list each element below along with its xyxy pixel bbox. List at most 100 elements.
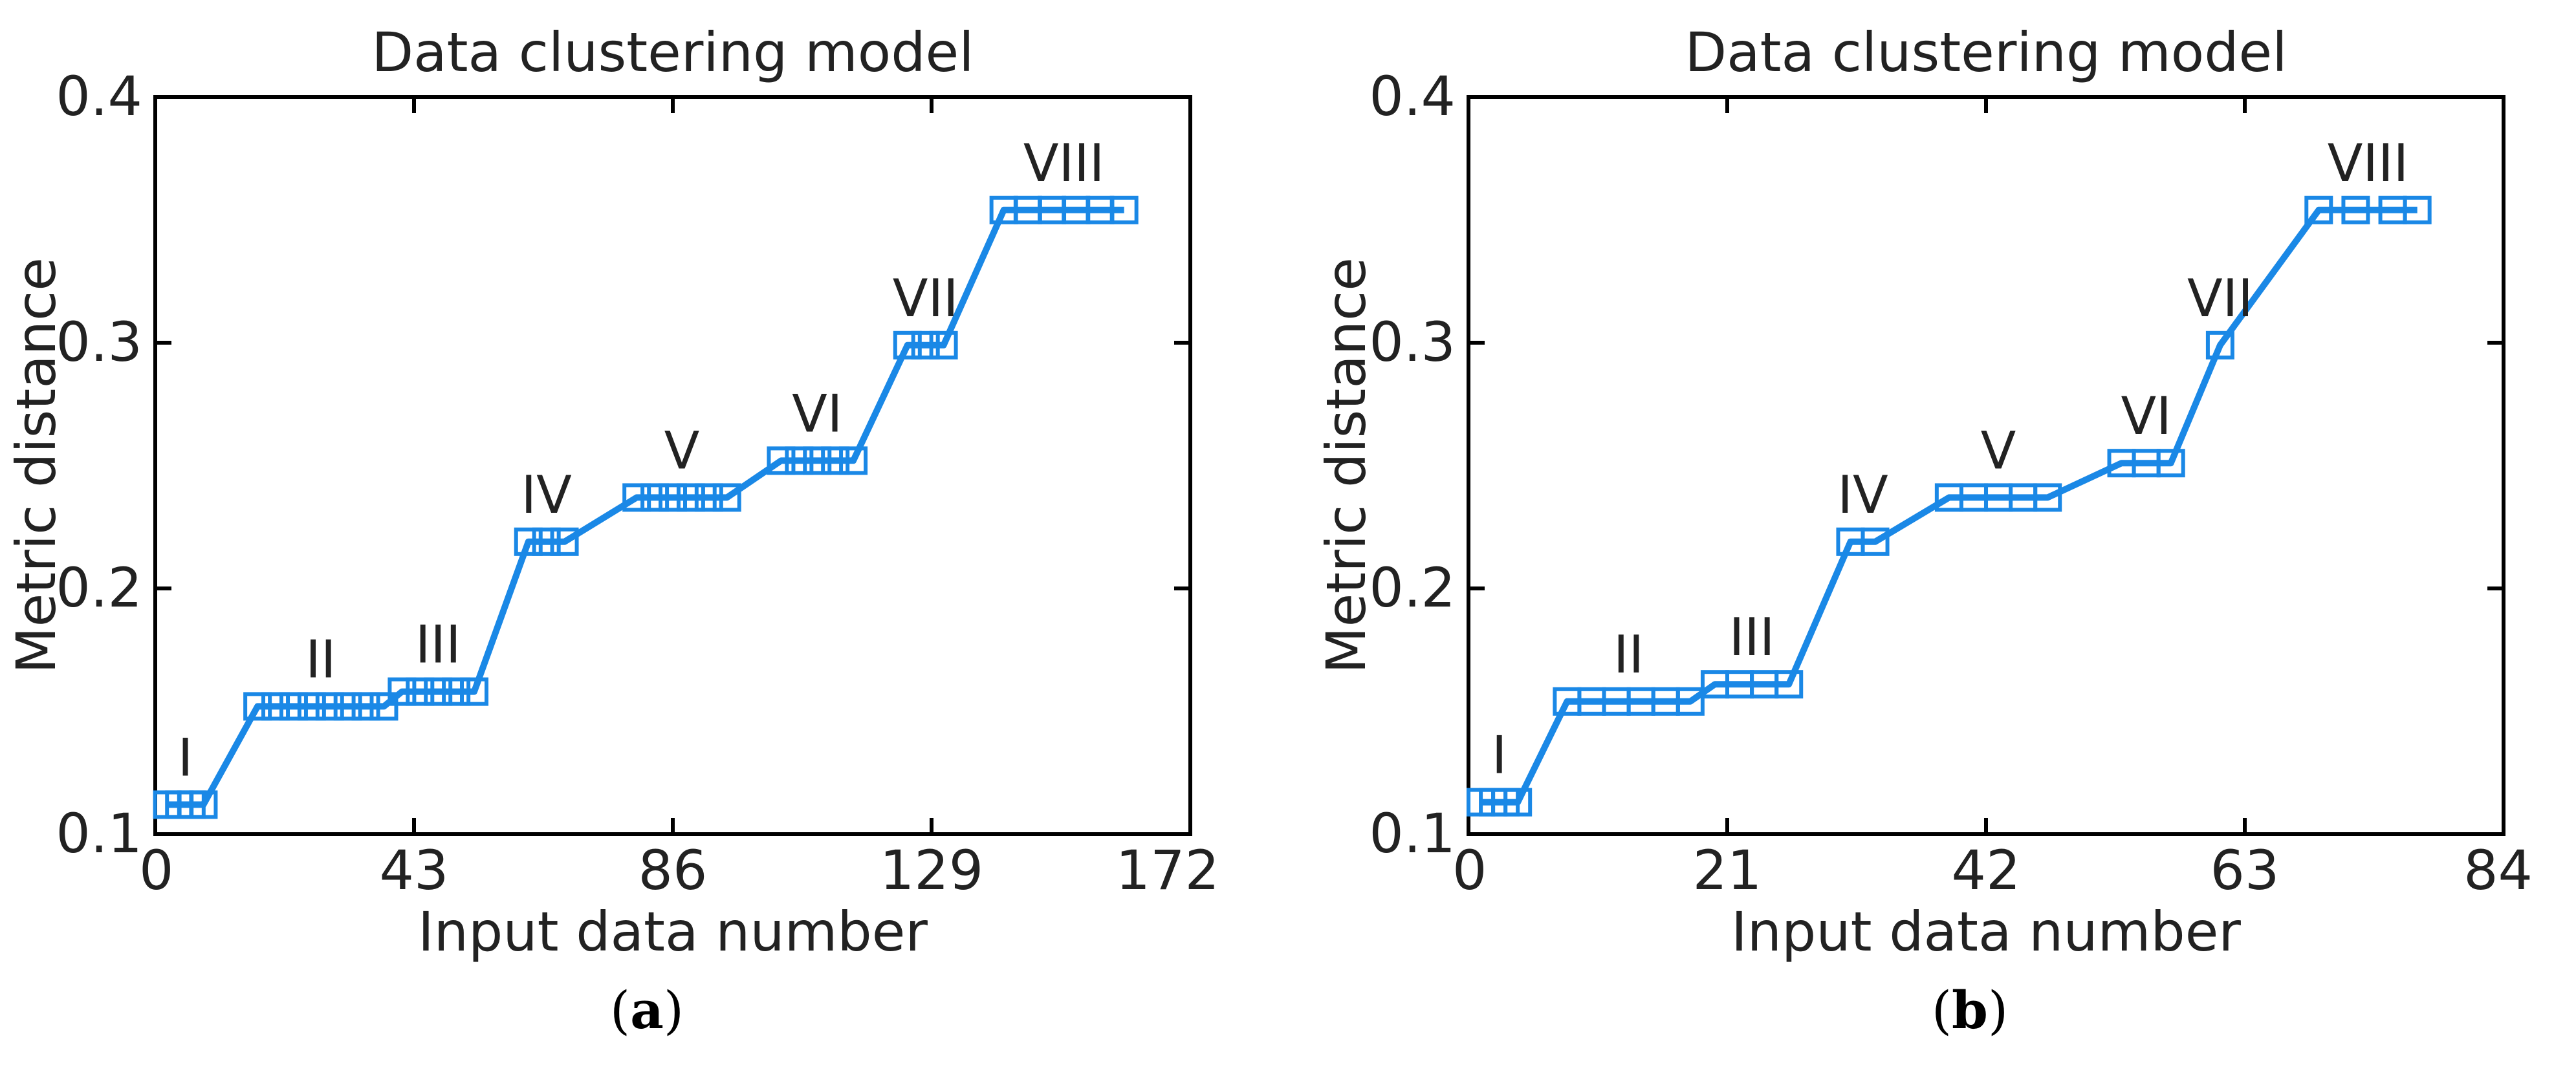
data-point-marker [2341, 195, 2370, 224]
chart-title: Data clustering model [371, 21, 974, 84]
data-point-marker [2033, 483, 2062, 512]
data-point-marker [351, 692, 380, 721]
chart-b: Data clustering model 0 21 42 63 84 0.1 0.2 0.3… [1315, 21, 2533, 963]
data-markers [153, 195, 1139, 819]
cluster-label: IV [1837, 465, 1888, 525]
data-point-marker [622, 483, 651, 512]
cluster-label: V [664, 420, 700, 480]
data-point-marker [767, 446, 796, 475]
x-tick-label: 0 [1452, 839, 1487, 902]
data-point-marker [1861, 527, 1890, 556]
data-point-marker [261, 692, 290, 721]
y-tick-label: 0.1 [56, 802, 142, 865]
cluster-label: III [415, 615, 461, 675]
cluster-label: V [1981, 420, 2016, 480]
x-tick-label: 172 [1116, 839, 1219, 902]
y-tick-label: 0.4 [56, 65, 142, 128]
y-tick-label: 0.2 [56, 556, 142, 619]
y-axis-label: Metric distance [5, 257, 68, 674]
data-point-marker [532, 527, 561, 556]
data-point-marker [694, 483, 723, 512]
data-point-marker [803, 446, 832, 475]
tick-labels: 0 43 86 129 172 0.1 0.2 0.3 0.4 [56, 65, 1219, 902]
data-point-marker [640, 483, 670, 512]
x-tick-label: 0 [139, 839, 173, 902]
data-point-marker [676, 483, 705, 512]
data-point-marker [442, 677, 471, 706]
x-tick-label: 43 [380, 839, 449, 902]
panel-letter-b: b [1952, 980, 1988, 1040]
data-markers [1467, 195, 2432, 817]
x-tick-label: 63 [2210, 839, 2280, 902]
data-point-marker [1675, 687, 1705, 716]
data-point-marker [1109, 195, 1139, 224]
cluster-label: III [1729, 607, 1775, 667]
panel-label-a: (a) [609, 980, 684, 1040]
x-axis-label: Input data number [418, 900, 928, 963]
cluster-label: VII [893, 268, 959, 328]
data-point-marker [424, 677, 453, 706]
cluster-label: VIII [2328, 133, 2409, 193]
data-point-marker [460, 677, 489, 706]
data-point-marker [911, 330, 940, 360]
data-point-marker [2156, 449, 2185, 478]
data-point-marker [785, 446, 814, 475]
data-point-marker [839, 446, 868, 475]
cluster-label: II [1613, 625, 1644, 685]
data-point-marker [333, 692, 362, 721]
chart-panel-b: Data clustering model 0 21 42 63 84 0.1 0.2 0.3… [1307, 0, 2576, 976]
panel-letter-a: a [630, 980, 664, 1040]
data-point-marker [315, 692, 344, 721]
series-line [167, 206, 1124, 808]
data-point-marker [2205, 330, 2234, 360]
data-point-marker [1503, 788, 1533, 817]
y-axis-label: Metric distance [1315, 257, 1378, 674]
data-point-marker [243, 692, 272, 721]
tick-labels: 0 21 42 63 84 0.1 0.2 0.3 0.4 [1369, 65, 2533, 902]
data-point-marker [279, 692, 308, 721]
y-tick-label: 0.4 [1369, 65, 1456, 128]
data-point-marker [893, 330, 922, 360]
x-tick-label: 84 [2463, 839, 2533, 902]
chart-a: Data clustering model 0 43 86 129 1720.10.20… [5, 21, 1219, 963]
x-tick-label: 129 [880, 839, 983, 902]
data-point-marker [369, 692, 398, 721]
y-tick-label: 0.2 [1369, 556, 1456, 619]
y-tick-label: 0.1 [1369, 802, 1456, 865]
data-point-marker [297, 692, 326, 721]
data-point-marker [712, 483, 741, 512]
cluster-label: VII [2187, 268, 2253, 328]
y-tick-label: 0.3 [56, 310, 142, 374]
data-point-marker [550, 527, 579, 556]
cluster-label: VI [2121, 386, 2171, 446]
data-point-marker [189, 790, 218, 819]
cluster-label: II [305, 629, 336, 689]
chart-panel-a: Data clustering model 0 43 86 129 172 0.1 0.2 0… [0, 0, 1281, 976]
data-point-marker [514, 527, 543, 556]
data-point-marker [2304, 195, 2333, 224]
x-tick-label: 86 [639, 839, 708, 902]
data-point-marker [387, 677, 417, 706]
cluster-label: I [178, 727, 193, 788]
series-line [1481, 206, 2418, 806]
data-point-marker [659, 483, 687, 512]
data-point-marker [406, 677, 435, 706]
cluster-label: VIII [1023, 133, 1105, 193]
axis-ticks [1467, 95, 2505, 836]
cluster-label: VI [792, 383, 842, 444]
data-point-marker [821, 446, 850, 475]
y-tick-label: 0.3 [1369, 310, 1456, 374]
x-axis-label: Input data number [1731, 900, 2241, 963]
x-tick-label: 42 [1952, 839, 2021, 902]
data-point-marker [1774, 670, 1804, 699]
axis-ticks [153, 95, 1192, 836]
chart-title: Data clustering model [1685, 21, 2287, 84]
panel-label-b: (b) [1931, 980, 2009, 1040]
cluster-label: IV [521, 465, 572, 525]
data-point-marker [929, 330, 958, 360]
data-point-marker [2403, 195, 2432, 224]
x-tick-label: 21 [1693, 839, 1762, 902]
cluster-label: I [1492, 726, 1507, 786]
